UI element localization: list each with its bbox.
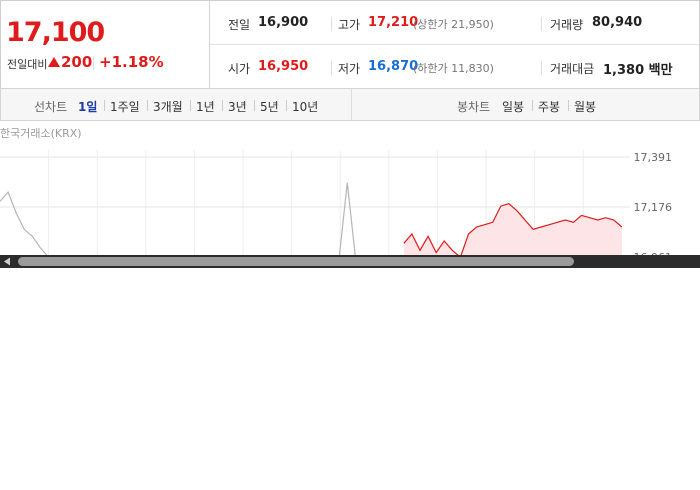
- tab[interactable]: 3개월: [153, 100, 183, 114]
- area: [403, 203, 622, 258]
- value: 17,210: [368, 15, 419, 30]
- label: 거래대금: [550, 62, 595, 76]
- tab-separator: [532, 100, 533, 111]
- line: [0, 182, 356, 258]
- tab[interactable]: 1일: [78, 100, 98, 114]
- tab-separator: [104, 100, 105, 111]
- quote-panel: 17,100 전일대비 200 +1.18% 전일 16,900 고가 17,2…: [0, 0, 700, 89]
- value: 16,900: [258, 15, 309, 30]
- tab[interactable]: 10년: [292, 100, 319, 114]
- value: 16,870: [368, 59, 419, 74]
- tab-bar: 선차트 1일 1주일 3개월 1년 3년 5년 10년 봉차트 일봉 주봉 월봉: [0, 88, 700, 121]
- limit-label: 상한가: [417, 18, 448, 31]
- value: 80,940: [592, 15, 643, 30]
- label: 거래량: [550, 18, 584, 32]
- tab[interactable]: 1주일: [110, 100, 140, 114]
- value: 16,950: [258, 59, 309, 74]
- price: 17,100: [6, 17, 105, 48]
- tab-separator: [147, 100, 148, 111]
- tab-group-label: 봉차트: [457, 100, 491, 114]
- change-label: 전일대비: [7, 58, 48, 71]
- tab-separator: [222, 100, 223, 111]
- y-tick-label: 17,176: [634, 201, 673, 214]
- label: 전일: [228, 18, 251, 32]
- tab[interactable]: 월봉: [574, 100, 597, 114]
- limit: (하한가 11,830): [413, 62, 494, 75]
- amount: 1,380: [603, 63, 645, 78]
- change: 200: [61, 53, 93, 71]
- line: [403, 203, 623, 259]
- tab-separator: [190, 100, 191, 111]
- label: 저가: [338, 62, 361, 76]
- tab-separator: [286, 100, 287, 111]
- tab[interactable]: 1년: [196, 100, 215, 114]
- scroll-left[interactable]: [4, 257, 10, 266]
- limit-value: 11,830: [451, 62, 490, 75]
- tab[interactable]: 5년: [260, 100, 279, 114]
- tab-separator: [254, 100, 255, 111]
- tab-separator: [568, 100, 569, 111]
- unit: 백만: [648, 63, 673, 78]
- limit-label: 하한가: [417, 62, 448, 75]
- tab[interactable]: 주봉: [538, 100, 561, 114]
- source: 한국거래소(KRX): [0, 127, 82, 140]
- scroll-thumb[interactable]: [18, 257, 574, 266]
- label: 고가: [338, 18, 361, 32]
- tab-group-label: 선차트: [34, 100, 68, 114]
- up-arrow: [48, 57, 60, 67]
- label: 시가: [228, 62, 251, 76]
- tab[interactable]: 일봉: [502, 100, 525, 114]
- value: 1,380 백만: [603, 59, 673, 78]
- limit-value: 21,950: [451, 18, 490, 31]
- limit: (상한가 21,950): [413, 18, 494, 31]
- y-tick-label: 17,391: [634, 151, 673, 164]
- change-rate: +1.18%: [99, 53, 164, 71]
- tab[interactable]: 3년: [228, 100, 247, 114]
